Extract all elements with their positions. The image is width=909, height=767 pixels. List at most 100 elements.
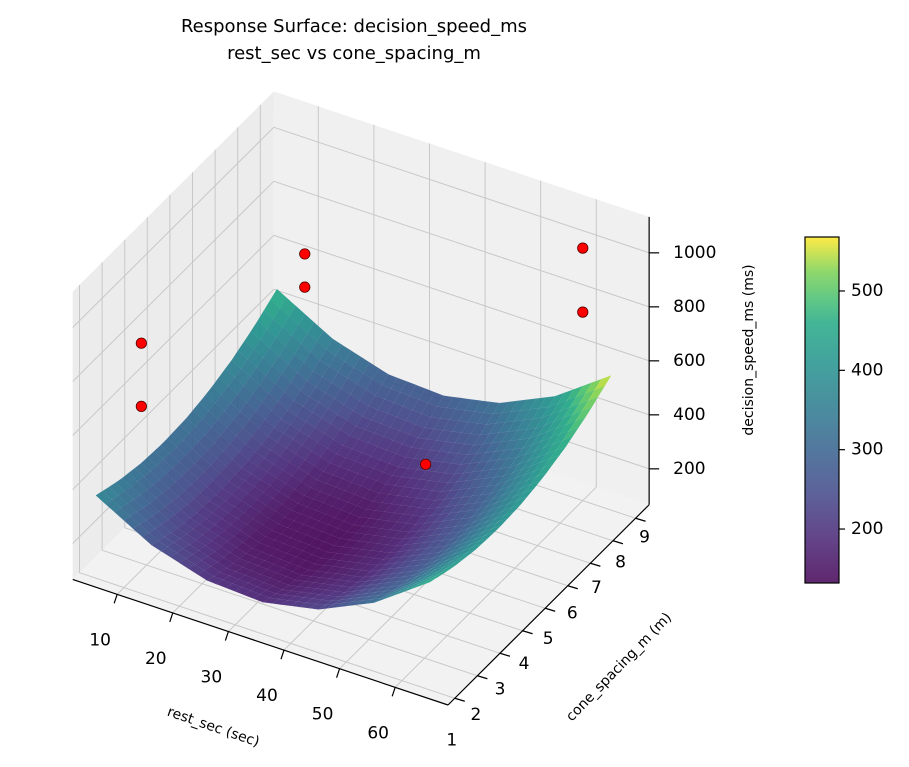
surface-mesh-line (344, 350, 361, 368)
surface-mesh-line (308, 603, 326, 610)
surface-mesh-line (399, 583, 416, 592)
surface-mesh-line (321, 524, 339, 536)
surface-mesh-line (243, 376, 260, 395)
surface-mesh-line (234, 500, 251, 514)
surface-mesh-line (449, 480, 467, 491)
surface-mesh-line (254, 551, 272, 561)
surface-mesh-line (336, 404, 354, 421)
surface-mesh-line (316, 564, 334, 573)
surface-mesh-line (555, 436, 573, 451)
surface-mesh-line (315, 599, 333, 606)
surface-mesh-line (511, 460, 530, 474)
surface-mesh-line (462, 461, 480, 474)
surface-mesh-line (369, 563, 387, 572)
surface-mesh-line (302, 544, 319, 555)
surface-mesh-line (436, 395, 454, 409)
surface-mesh-line (435, 461, 452, 474)
surface-mesh-line (288, 579, 306, 587)
surface-mesh-line (458, 502, 476, 513)
surface-mesh-line (394, 555, 412, 564)
surface-mesh-line (234, 368, 251, 387)
surface-mesh-line (214, 394, 232, 412)
surface-mesh-line (287, 520, 304, 532)
colorbar-tick-label: 300 (851, 440, 883, 460)
surface-mesh-line (465, 543, 482, 554)
surface-mesh-line (514, 465, 532, 479)
surface-mesh-line (403, 554, 421, 563)
surface-mesh-line (423, 534, 441, 543)
surface-mesh-line (390, 495, 408, 506)
surface-mesh-line (265, 365, 283, 385)
surface-mesh-line (233, 411, 250, 429)
surface-mesh-line (251, 465, 268, 481)
surface-mesh-line (438, 542, 455, 553)
surface-mesh-line (462, 486, 479, 498)
surface-mesh-line (444, 463, 462, 475)
surface-mesh-line (300, 332, 318, 353)
surface-mesh-line (568, 417, 586, 432)
surface-mesh-line (359, 509, 376, 519)
surface-mesh-line (204, 426, 222, 444)
surface-mesh-line (238, 480, 255, 494)
surface-mesh-line (302, 517, 320, 529)
surface-mesh-line (250, 499, 267, 513)
gridline-y (79, 284, 455, 699)
surface-mesh-line (430, 506, 448, 516)
surface-mesh-line (195, 534, 213, 547)
surface-mesh-line (297, 580, 315, 588)
surface-mesh-line (523, 407, 540, 421)
y-tick (545, 607, 556, 612)
surface-mesh-line (481, 459, 499, 472)
x-tick-label: 20 (145, 649, 167, 669)
surface-mesh-line (402, 395, 420, 411)
surface-mesh-line (143, 471, 161, 486)
surface-mesh-line (443, 558, 460, 568)
surface-mesh-line (277, 391, 295, 411)
surface-mesh-line (446, 496, 464, 507)
surface-mesh-line (240, 524, 257, 537)
scatter-point (299, 248, 311, 260)
surface-mesh-line (185, 448, 202, 465)
surface-mesh-line (206, 576, 224, 585)
surface-mesh-line (483, 401, 500, 415)
surface-mesh-line (133, 494, 151, 509)
surface-mesh-line (411, 580, 428, 589)
surface-mesh-line (377, 589, 394, 596)
colorbar-tick-label: 400 (851, 360, 883, 380)
surface-mesh-line (351, 562, 368, 571)
surface-mesh-line (315, 502, 333, 515)
surface-mesh-line (415, 568, 432, 578)
surface-mesh-line (395, 443, 412, 458)
surface-mesh-line (182, 544, 200, 555)
surface-mesh-line (316, 330, 333, 351)
surface-mesh-line (262, 393, 279, 411)
surface-mesh-line (243, 505, 261, 520)
surface-mesh-line (366, 468, 384, 482)
surface-mesh-line (218, 500, 236, 514)
surface-mesh-line (349, 425, 366, 440)
surface-mesh-line (396, 582, 413, 592)
scatter-point (299, 281, 311, 293)
surface-mesh-line (457, 535, 474, 546)
surface-mesh-line (347, 367, 364, 385)
surface-mesh-line (338, 574, 356, 582)
surface-mesh-line (273, 558, 291, 569)
surface-mesh-line (204, 540, 222, 553)
surface-mesh-line (179, 558, 196, 569)
surface-mesh-line (323, 558, 341, 567)
surface-mesh-line (185, 554, 203, 565)
surface-mesh-line (179, 417, 197, 434)
surface-mesh-line (287, 400, 304, 417)
surface-mesh-line (182, 433, 199, 450)
surface-mesh-line (201, 449, 218, 466)
colorbar (804, 236, 840, 584)
surface-mesh-line (426, 428, 444, 441)
surface-mesh-line (365, 574, 384, 582)
surface-mesh-line (235, 467, 252, 482)
surface-mesh-line (262, 517, 279, 531)
y-axis-line (447, 504, 650, 706)
surface-mesh-line (405, 579, 422, 588)
surface-mesh-line (381, 494, 399, 505)
surface-mesh-line (298, 459, 315, 475)
surface-mesh-line (339, 554, 356, 562)
